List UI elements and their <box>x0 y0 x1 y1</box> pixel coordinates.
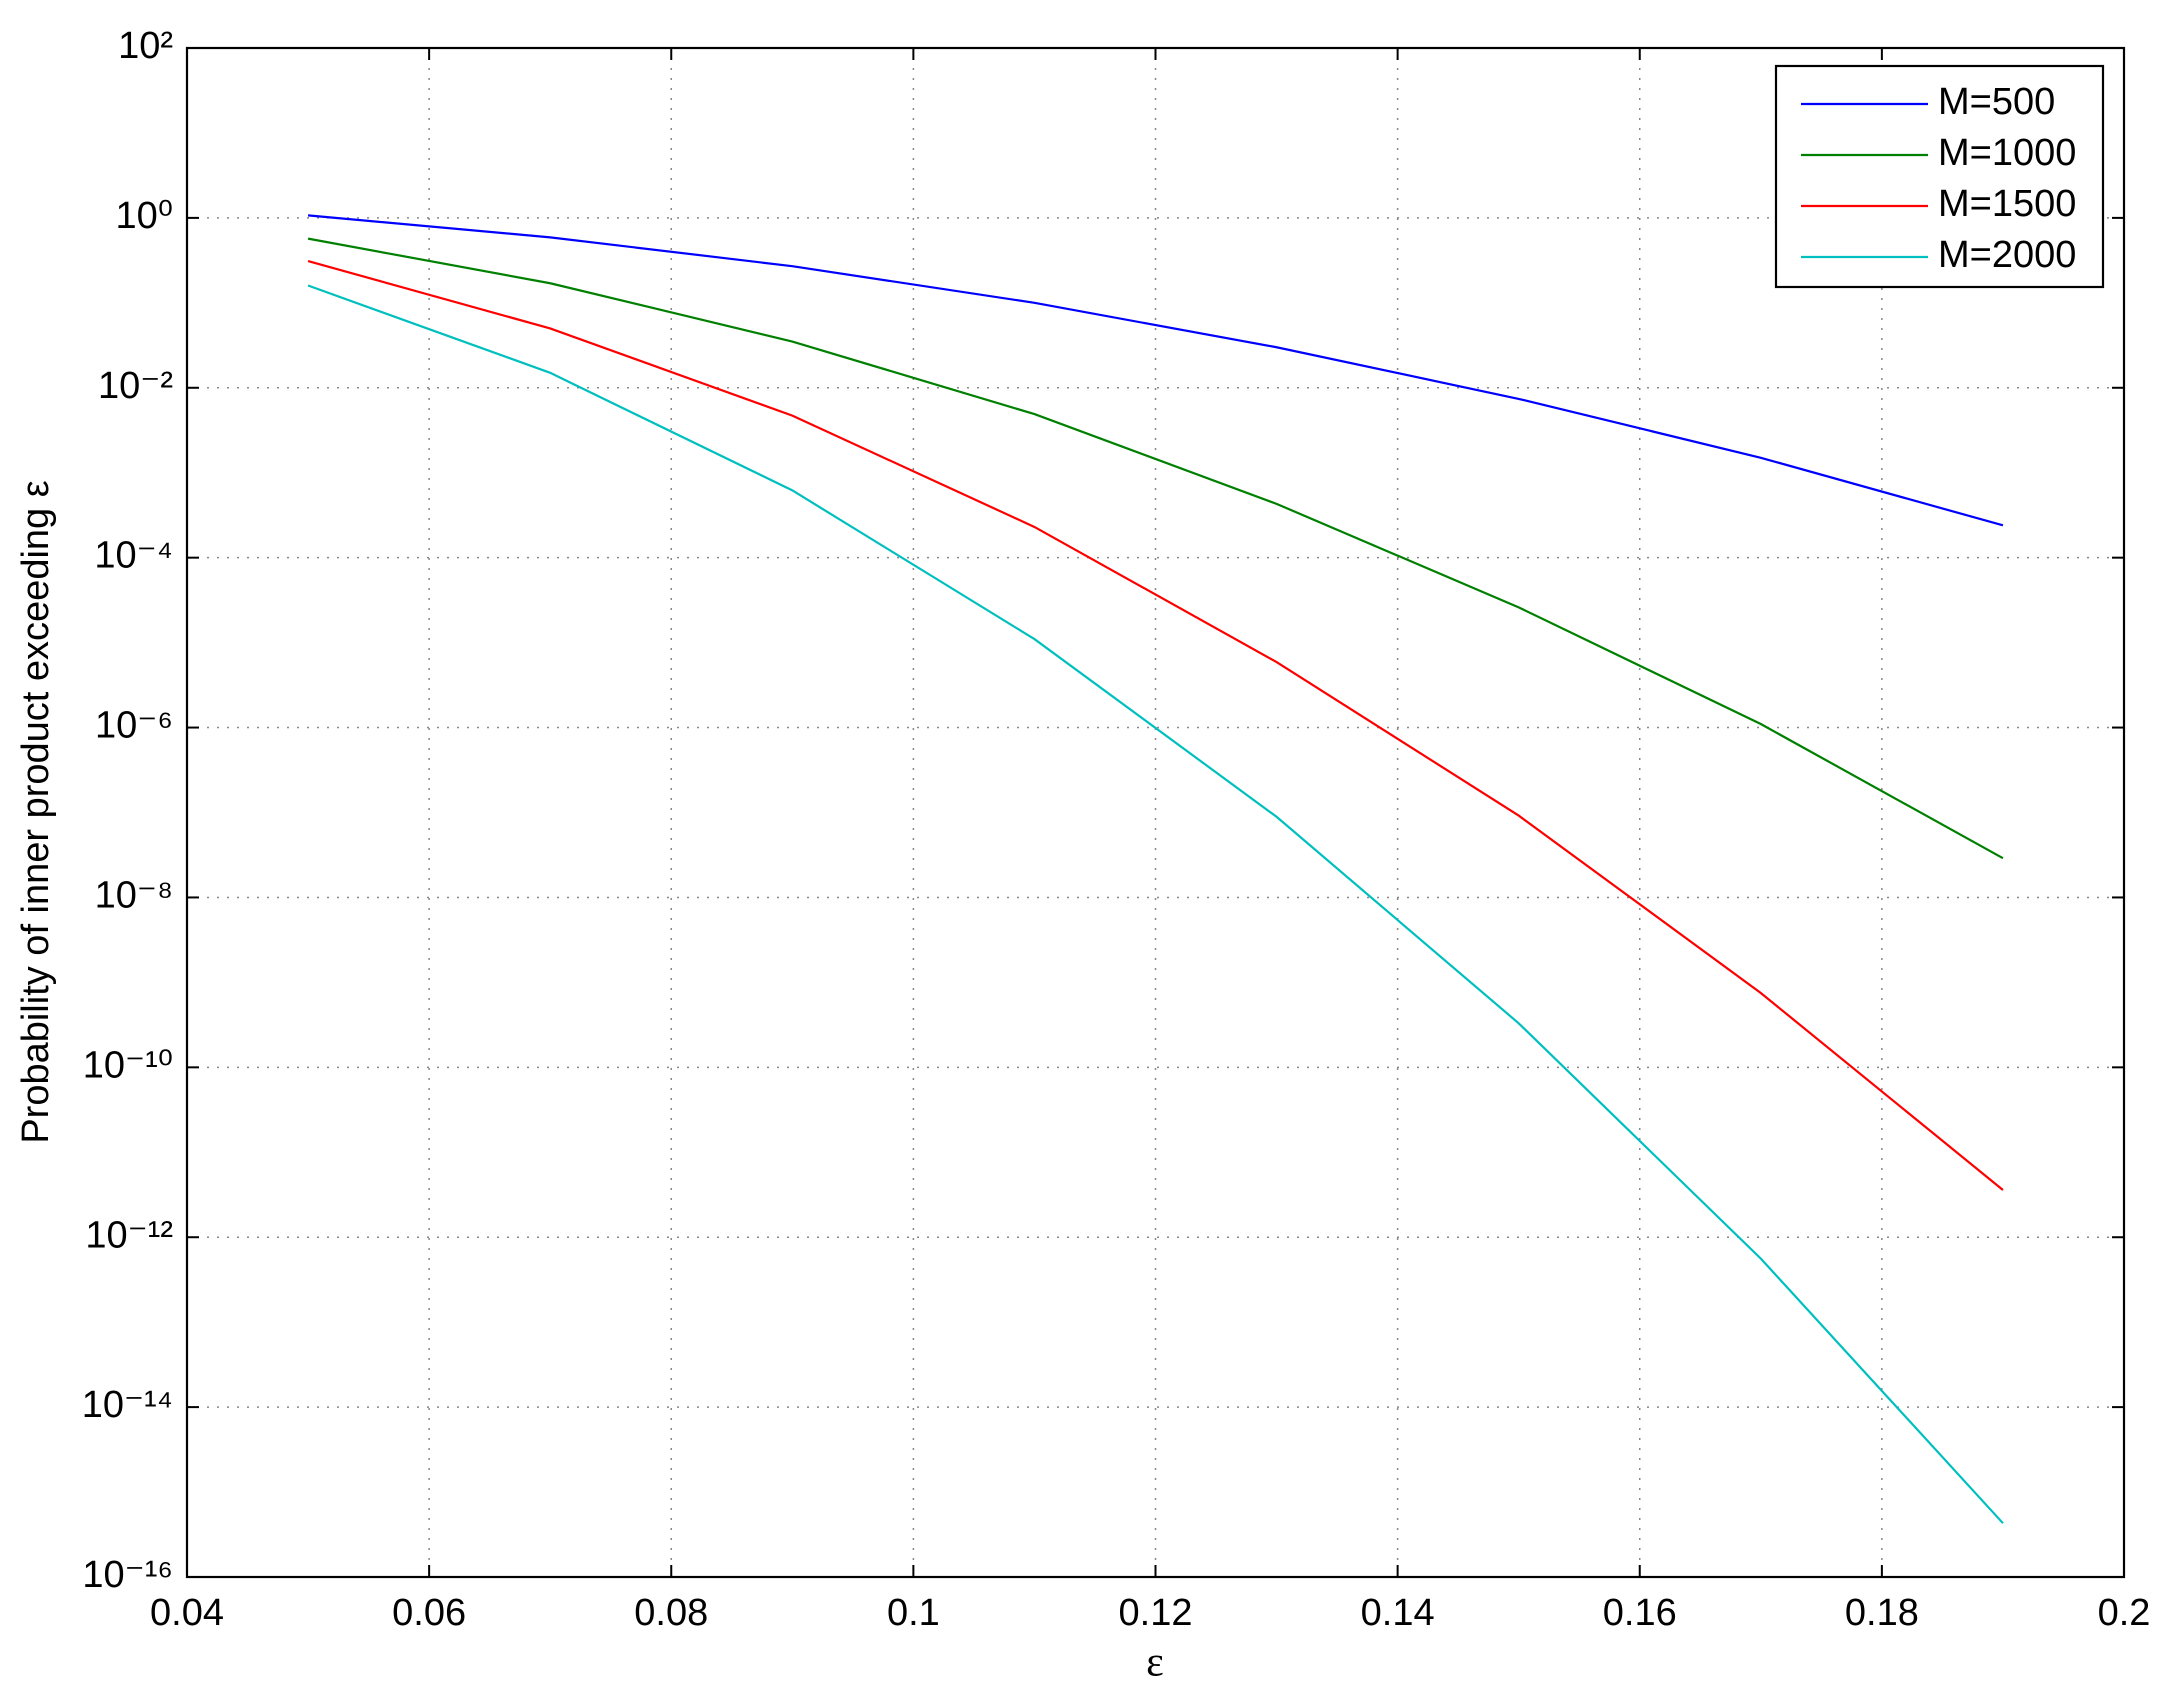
y-tick-label: 10⁻¹² <box>85 1214 173 1256</box>
x-tick-label: 0.1 <box>887 1592 940 1634</box>
legend-label: M=1500 <box>1938 183 2076 225</box>
y-tick-label: 10⁻⁸ <box>95 874 173 916</box>
x-tick-label: 0.04 <box>150 1592 224 1634</box>
y-tick-label: 10² <box>118 25 173 67</box>
series-line <box>307 284 2004 1524</box>
x-tick-label: 0.12 <box>1119 1592 1193 1634</box>
x-tick-label: 0.2 <box>2098 1592 2151 1634</box>
series-line <box>307 237 2004 860</box>
y-tick-label: 10⁰ <box>115 195 173 237</box>
y-axis-label: Probability of inner product exceeding ε <box>15 480 57 1143</box>
x-tick-label: 0.14 <box>1361 1592 1435 1634</box>
plot-frame <box>185 46 2126 1579</box>
y-tick-label: 10⁻⁶ <box>95 705 173 747</box>
legend-label: M=2000 <box>1938 234 2076 276</box>
x-tick-label: 0.08 <box>634 1592 708 1634</box>
y-tick-label: 10⁻⁴ <box>94 535 173 577</box>
legend-label: M=1000 <box>1938 132 2076 174</box>
legend-box <box>1774 64 2105 289</box>
x-tick-label: 0.16 <box>1603 1592 1677 1634</box>
series-line <box>307 214 2004 527</box>
y-tick-label: 10⁻² <box>98 365 173 407</box>
series-line <box>307 260 2004 1191</box>
y-tick-label: 10⁻¹⁴ <box>82 1384 173 1426</box>
y-tick-label: 10⁻¹⁰ <box>83 1044 173 1086</box>
x-tick-label: 0.18 <box>1845 1592 1919 1634</box>
x-tick-label: 0.06 <box>392 1592 466 1634</box>
y-tick-label: 10⁻¹⁶ <box>82 1554 173 1596</box>
x-axis-label: ε <box>1146 1640 1164 1686</box>
legend-label: M=500 <box>1938 81 2055 123</box>
